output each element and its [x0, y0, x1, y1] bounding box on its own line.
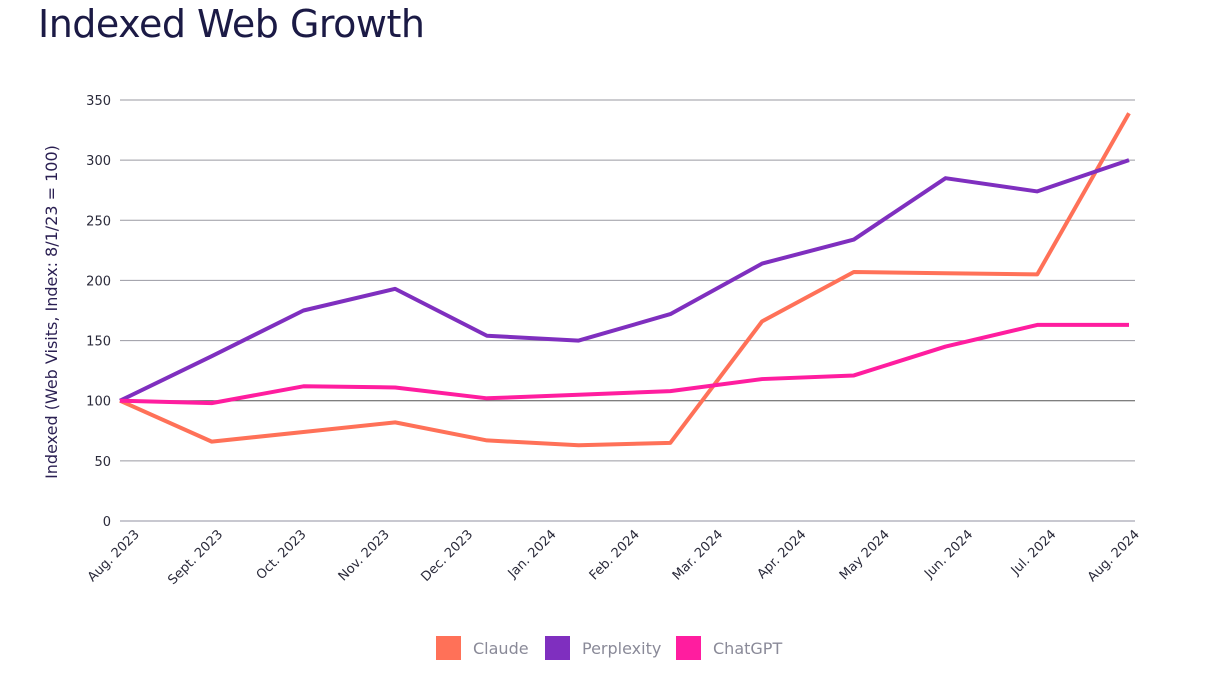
- x-tick-label: Jan. 2024: [505, 527, 560, 582]
- y-tick-label: 300: [86, 154, 111, 169]
- y-tick-label: 150: [86, 335, 111, 350]
- x-axis-ticks: Aug. 2023 Sept. 2023 Oct. 2023 Nov. 2023 Dec…: [85, 527, 1143, 588]
- x-tick-label: Feb. 2024: [587, 527, 643, 583]
- x-tick-label: Apr. 2024: [755, 527, 810, 582]
- x-tick-label: Dec. 2023: [419, 527, 477, 585]
- y-tick-label: 100: [86, 395, 111, 410]
- y-tick-label: 250: [86, 214, 111, 229]
- x-tick-label: Jun. 2024: [921, 527, 976, 582]
- y-tick-label: 200: [86, 274, 111, 289]
- legend-swatch-perplexity: [545, 636, 570, 660]
- legend: Claude Perplexity ChatGPT: [436, 636, 782, 660]
- x-tick-label: Oct. 2023: [254, 527, 310, 583]
- legend-label: ChatGPT: [713, 639, 782, 658]
- legend-label: Perplexity: [582, 639, 661, 658]
- chart-title: Indexed Web Growth: [38, 2, 425, 46]
- series-line-claude: [119, 112, 1131, 448]
- x-tick-label: Aug. 2024: [1085, 527, 1143, 585]
- legend-swatch-claude: [436, 636, 461, 660]
- y-tick-label: 50: [94, 455, 111, 470]
- legend-swatch-chatgpt: [676, 636, 701, 660]
- y-tick-label: 350: [86, 94, 111, 109]
- x-tick-label: Sept. 2023: [165, 527, 226, 588]
- series-line-chatgpt: [119, 322, 1129, 406]
- y-axis-label: Indexed (Web Visits, Index: 8/1/23 = 100…: [42, 145, 61, 479]
- series-line-perplexity: [119, 158, 1130, 403]
- y-axis-ticks: 0 50 100 150 200 250 300 350: [86, 94, 111, 530]
- legend-label: Claude: [473, 639, 529, 658]
- x-tick-label: May 2024: [837, 527, 893, 583]
- x-tick-label: Nov. 2023: [336, 527, 393, 584]
- y-tick-label: 0: [103, 515, 111, 530]
- x-tick-label: Jul. 2024: [1008, 527, 1060, 579]
- x-tick-label: Mar. 2024: [670, 527, 726, 583]
- gridlines: [120, 99, 1135, 522]
- x-tick-label: Aug. 2023: [85, 527, 143, 585]
- series-lines: [119, 112, 1131, 448]
